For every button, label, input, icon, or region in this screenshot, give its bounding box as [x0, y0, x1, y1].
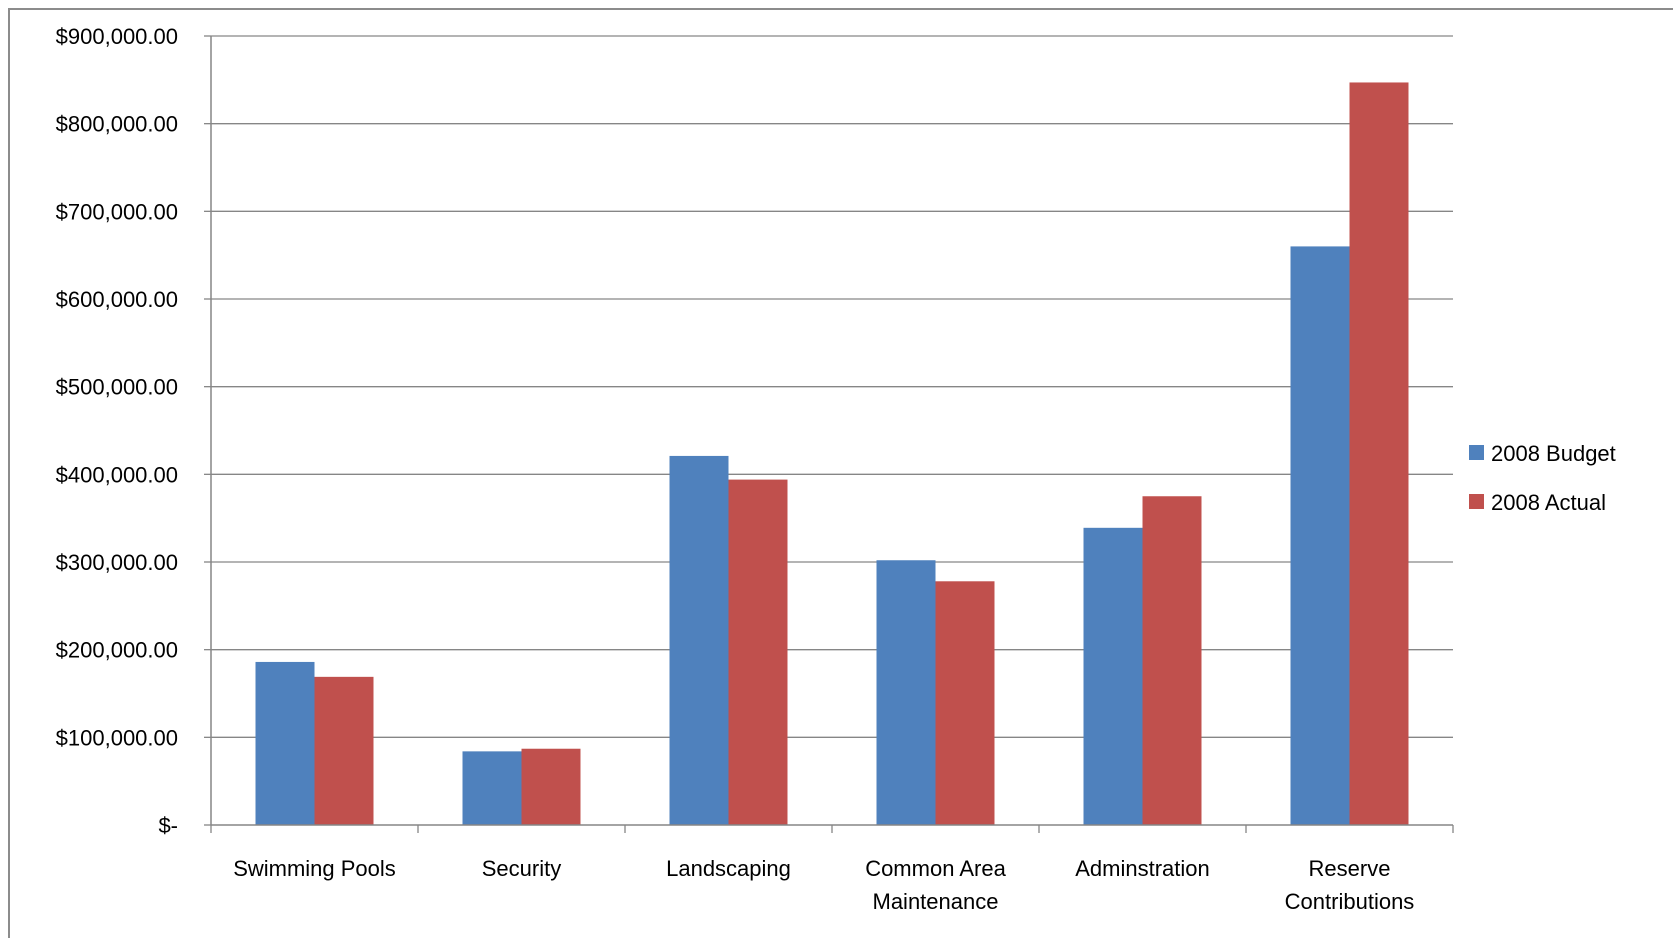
bar-2008-budget — [1290, 246, 1350, 825]
legend: 2008 Budget 2008 Actual — [1469, 441, 1616, 515]
bar-2008-budget — [876, 560, 936, 825]
y-tick-label: $800,000.00 — [56, 112, 178, 137]
x-category-label: Landscaping — [666, 856, 791, 881]
bar-2008-actual — [1349, 82, 1409, 826]
y-tick-label: $300,000.00 — [56, 550, 178, 575]
x-category-label: Swimming Pools — [233, 856, 396, 881]
bar-2008-budget — [255, 661, 315, 825]
gridlines — [211, 35, 1453, 738]
bar-2008-actual — [935, 581, 995, 825]
y-tick-label: $900,000.00 — [56, 24, 178, 49]
y-tick-label: $600,000.00 — [56, 287, 178, 312]
legend-label: 2008 Actual — [1491, 490, 1606, 515]
y-tick-label: $100,000.00 — [56, 725, 178, 750]
y-tick-labels: $- $100,000.00 $200,000.00 $300,000.00 $400,… — [56, 24, 178, 838]
legend-label: 2008 Budget — [1491, 441, 1616, 466]
bar-2008-actual — [728, 479, 788, 825]
x-category-labels: Swimming Pools Security Landscaping Common … — [233, 856, 1414, 914]
y-tick-label: $400,000.00 — [56, 462, 178, 487]
bar-2008-actual — [314, 676, 374, 825]
x-category-label: Adminstration — [1075, 856, 1210, 881]
bars — [255, 82, 1409, 826]
bar-2008-actual — [1142, 496, 1202, 825]
bar-2008-budget — [1083, 527, 1143, 825]
y-tick-label: $200,000.00 — [56, 638, 178, 663]
y-tick-label: $500,000.00 — [56, 375, 178, 400]
x-category-label: Reserve Contributions — [1285, 856, 1415, 914]
y-tick-label: $700,000.00 — [56, 199, 178, 224]
legend-swatch — [1469, 445, 1484, 460]
x-category-label: Security — [482, 856, 561, 881]
y-tick-label: $- — [158, 813, 178, 838]
x-category-label: Common Area Maintenance — [865, 856, 1006, 914]
legend-swatch — [1469, 494, 1484, 509]
bar-2008-actual — [521, 748, 581, 825]
bar-2008-budget — [669, 455, 729, 825]
axes — [204, 35, 1454, 833]
bar-2008-budget — [462, 751, 522, 825]
